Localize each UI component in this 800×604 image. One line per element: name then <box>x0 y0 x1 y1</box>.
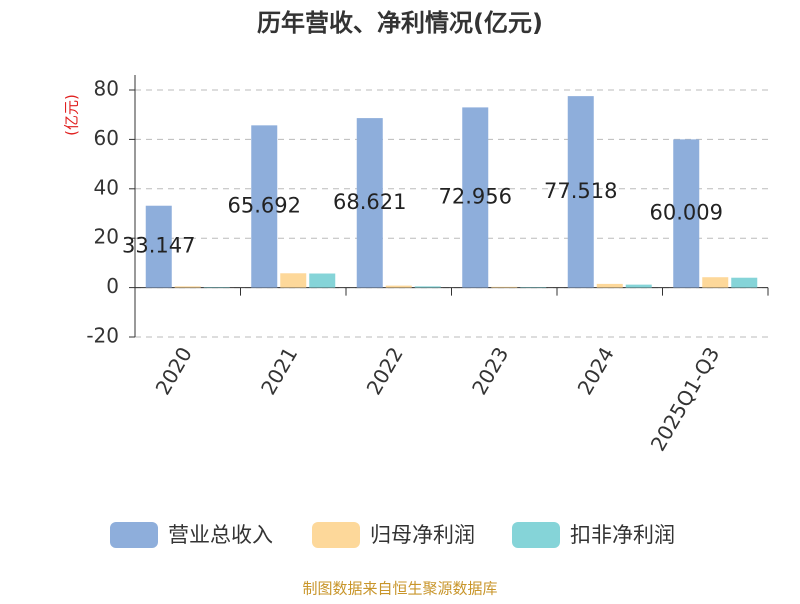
data-label: 65.692 <box>228 193 301 217</box>
data-label: 68.621 <box>333 190 406 214</box>
legend-label[interactable]: 归母净利润 <box>370 523 475 547</box>
legend-label[interactable]: 扣非净利润 <box>570 523 675 547</box>
legend-swatch[interactable] <box>312 522 360 548</box>
legend-swatch[interactable] <box>110 522 158 548</box>
bar <box>702 277 728 287</box>
data-label: 33.147 <box>122 234 195 258</box>
bar <box>415 286 441 287</box>
y-tick-label: 60 <box>94 126 119 150</box>
source-note: 制图数据来自恒生聚源数据库 <box>302 580 497 598</box>
data-label: 72.956 <box>439 184 512 208</box>
y-tick-label: 0 <box>106 274 119 298</box>
legend-label[interactable]: 营业总收入 <box>168 523 273 547</box>
bar <box>175 286 201 287</box>
x-tick-label: 2020 <box>151 343 197 399</box>
x-tick-label: 2023 <box>467 343 513 399</box>
x-tick-label: 2021 <box>256 343 302 399</box>
y-axis-label: (亿元) <box>63 94 81 136</box>
x-tick-label: 2024 <box>573 343 619 399</box>
x-tick-label: 2022 <box>362 343 408 399</box>
y-tick-label: 20 <box>94 225 119 249</box>
bar <box>597 284 623 288</box>
legend-swatch[interactable] <box>512 522 560 548</box>
y-tick-label: 80 <box>94 77 119 101</box>
y-tick-label: 40 <box>94 175 119 199</box>
bar <box>731 278 757 288</box>
y-tick-label: -20 <box>86 324 119 348</box>
bar <box>626 285 652 288</box>
x-tick-label: 2025Q1-Q3 <box>646 343 725 455</box>
bar <box>280 273 306 287</box>
bar <box>491 287 517 288</box>
data-label: 77.518 <box>544 179 617 203</box>
data-label: 60.009 <box>650 200 723 224</box>
bar <box>386 286 412 288</box>
chart-title: 历年营收、净利情况(亿元) <box>257 9 543 37</box>
bar <box>309 274 335 288</box>
